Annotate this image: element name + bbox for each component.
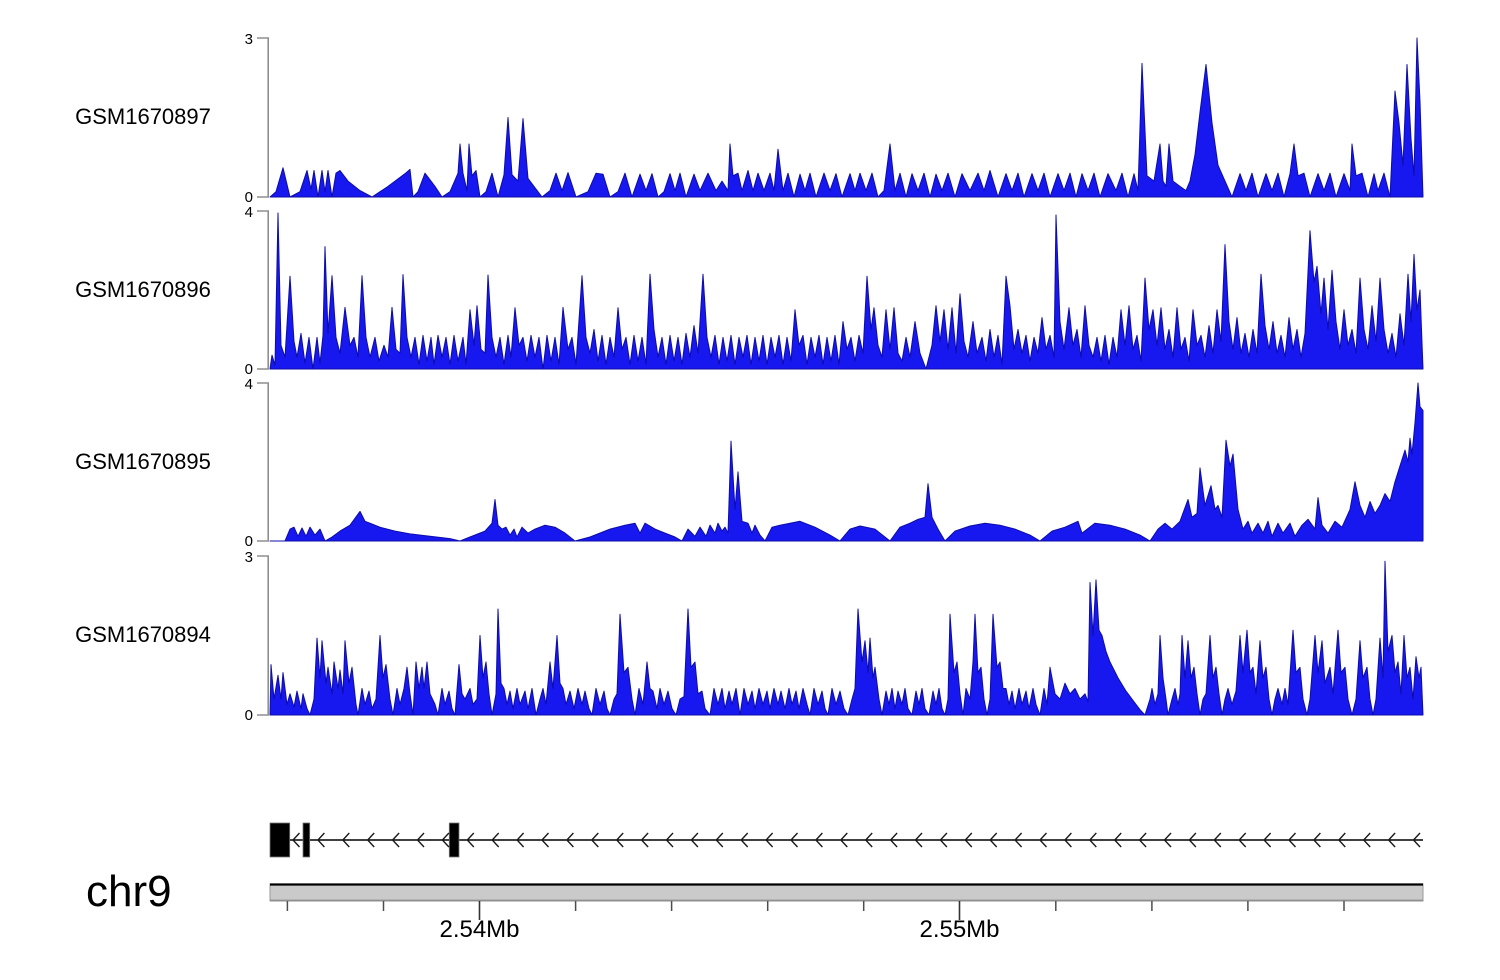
chromosome-bar xyxy=(269,883,1424,902)
y-axis-GSM1670895 xyxy=(257,382,269,542)
strand-arrow-left-icon xyxy=(1088,832,1097,848)
y-axis-min-label-GSM1670895: 0 xyxy=(245,533,253,550)
strand-arrow-left-icon xyxy=(1288,832,1297,848)
y-axis-min-label-GSM1670894: 0 xyxy=(245,707,253,724)
strand-arrow-left-icon xyxy=(1312,832,1321,848)
strand-arrow-left-icon xyxy=(715,832,724,848)
track-label-gsm1670897: GSM1670897 xyxy=(75,104,211,129)
gene-exon-3 xyxy=(448,822,460,858)
y-axis-GSM1670894 xyxy=(257,555,269,716)
strand-arrow-left-icon xyxy=(292,832,301,848)
strand-arrow-left-icon xyxy=(1188,832,1197,848)
strand-arrow-left-icon xyxy=(466,832,475,848)
strand-arrow-left-icon xyxy=(889,832,898,848)
strand-arrow-left-icon xyxy=(1014,832,1023,848)
y-axis-GSM1670896 xyxy=(257,210,269,370)
strand-arrow-left-icon xyxy=(565,832,574,848)
signal-area-GSM1670895 xyxy=(269,382,1424,542)
signal-area-GSM1670896 xyxy=(269,212,1424,370)
y-axis-min-label-GSM1670897: 0 xyxy=(245,189,253,206)
strand-arrow-left-icon xyxy=(615,832,624,848)
gene-exon-2 xyxy=(302,822,311,858)
strand-arrow-left-icon xyxy=(491,832,500,848)
strand-arrow-left-icon xyxy=(441,832,450,848)
track-label-gsm1670894: GSM1670894 xyxy=(75,622,211,647)
strand-arrow-left-icon xyxy=(765,832,774,848)
strand-arrow-left-icon xyxy=(1263,832,1272,848)
y-axis-min-label-GSM1670896: 0 xyxy=(245,361,253,378)
strand-arrow-left-icon xyxy=(1163,832,1172,848)
y-axis-max-label-GSM1670895: 4 xyxy=(245,376,253,393)
y-axis-max-label-GSM1670897: 3 xyxy=(245,31,253,48)
signal-area-GSM1670897 xyxy=(269,37,1424,198)
strand-arrow-left-icon xyxy=(341,832,350,848)
ruler-tick-label-2-55mb: 2.55Mb xyxy=(919,916,1000,943)
strand-arrow-left-icon xyxy=(690,832,699,848)
strand-arrow-left-icon xyxy=(590,832,599,848)
strand-arrow-left-icon xyxy=(790,832,799,848)
strand-arrow-left-icon xyxy=(740,832,749,848)
y-axis-max-label-GSM1670894: 3 xyxy=(245,549,253,566)
y-axis-GSM1670897 xyxy=(257,37,269,198)
strand-arrow-left-icon xyxy=(814,832,823,848)
strand-arrow-left-icon xyxy=(839,832,848,848)
strand-arrow-left-icon xyxy=(541,832,550,848)
strand-arrow-left-icon xyxy=(391,832,400,848)
strand-arrow-left-icon xyxy=(1113,832,1122,848)
strand-arrow-left-icon xyxy=(989,832,998,848)
strand-arrow-left-icon xyxy=(1063,832,1072,848)
strand-arrow-left-icon xyxy=(1387,832,1396,848)
strand-arrow-left-icon xyxy=(1238,832,1247,848)
y-axis-max-label-GSM1670896: 4 xyxy=(245,204,253,221)
strand-arrow-left-icon xyxy=(366,832,375,848)
gene-exon-1 xyxy=(269,822,291,858)
strand-arrow-left-icon xyxy=(1138,832,1147,848)
strand-arrow-left-icon xyxy=(914,832,923,848)
strand-arrow-left-icon xyxy=(516,832,525,848)
strand-arrow-left-icon xyxy=(1412,832,1421,848)
strand-arrow-left-icon xyxy=(964,832,973,848)
strand-arrow-left-icon xyxy=(1213,832,1222,848)
chromosome-label: chr9 xyxy=(86,867,172,916)
strand-arrow-left-icon xyxy=(416,832,425,848)
strand-arrow-left-icon xyxy=(665,832,674,848)
strand-arrow-left-icon xyxy=(1337,832,1346,848)
track-label-gsm1670896: GSM1670896 xyxy=(75,277,211,302)
strand-arrow-left-icon xyxy=(864,832,873,848)
signal-area-GSM1670894 xyxy=(269,560,1424,716)
ruler-tick-label-2-54mb: 2.54Mb xyxy=(439,916,520,943)
strand-arrow-left-icon xyxy=(1362,832,1371,848)
strand-arrow-left-icon xyxy=(316,832,325,848)
strand-arrow-left-icon xyxy=(939,832,948,848)
track-label-gsm1670895: GSM1670895 xyxy=(75,449,211,474)
strand-arrow-left-icon xyxy=(1039,832,1048,848)
strand-arrow-left-icon xyxy=(640,832,649,848)
